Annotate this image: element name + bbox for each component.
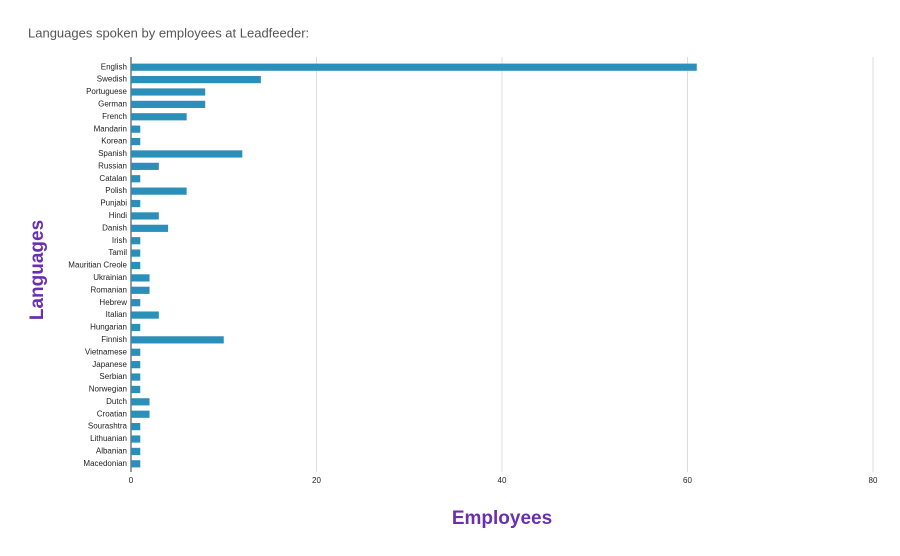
bar xyxy=(131,311,159,319)
y-tick-label: French xyxy=(102,112,127,121)
y-tick-label: Vietnamese xyxy=(85,347,128,356)
bar xyxy=(131,261,141,270)
bar xyxy=(131,100,206,108)
y-tick-label: Lithuanian xyxy=(90,434,127,443)
bar xyxy=(131,113,187,121)
y-tick-label: Tamil xyxy=(108,248,127,257)
y-tick-label: Danish xyxy=(102,223,127,232)
y-tick-label: Romanian xyxy=(91,285,127,294)
bar xyxy=(131,125,141,133)
bar xyxy=(131,150,243,158)
bar xyxy=(131,398,150,406)
y-tick-label: Croatian xyxy=(97,409,127,418)
bar xyxy=(131,249,141,257)
bar xyxy=(131,373,141,381)
y-tick-label: Norwegian xyxy=(89,385,127,394)
bar xyxy=(131,199,141,208)
bar xyxy=(131,162,159,170)
bar xyxy=(131,323,141,332)
bar xyxy=(131,447,141,456)
x-tick-label: 0 xyxy=(129,476,134,485)
x-tick-label: 80 xyxy=(869,476,878,485)
y-tick-label: Russian xyxy=(98,161,127,170)
bar xyxy=(131,63,697,71)
y-tick-label: Korean xyxy=(101,137,127,146)
x-tick-label: 20 xyxy=(312,476,321,485)
y-tick-label: Hebrew xyxy=(99,298,127,307)
y-tick-label: Swedish xyxy=(97,75,127,84)
bar xyxy=(131,75,261,84)
bar xyxy=(131,423,141,431)
bar xyxy=(131,435,141,443)
bar xyxy=(131,385,141,394)
y-tick-label: Irish xyxy=(112,236,127,245)
y-tick-label: Ukrainian xyxy=(93,273,127,282)
bar xyxy=(131,460,141,468)
y-tick-label: Punjabi xyxy=(100,199,127,208)
bar xyxy=(131,224,169,232)
y-tick-label: German xyxy=(98,99,127,108)
y-tick-label: Hungarian xyxy=(90,323,127,332)
chart-title: Languages spoken by employees at Leadfee… xyxy=(28,25,309,40)
y-tick-label: Hindi xyxy=(109,211,127,220)
y-tick-label: Spanish xyxy=(98,149,127,158)
bar xyxy=(131,274,150,282)
y-tick-label: Polish xyxy=(105,186,127,195)
bar xyxy=(131,286,150,294)
y-tick-label: Macedonian xyxy=(83,459,127,468)
bar xyxy=(131,237,141,245)
bar xyxy=(131,348,141,356)
x-tick-label: 60 xyxy=(683,476,692,485)
y-tick-label: Mandarin xyxy=(94,124,127,133)
y-tick-label: Mauritian Creole xyxy=(68,261,127,270)
y-tick-label: Italian xyxy=(106,310,127,319)
x-axis-label: Employees xyxy=(452,508,552,529)
y-tick-label: Serbian xyxy=(99,372,127,381)
y-tick-label: English xyxy=(101,62,127,71)
y-tick-label: Catalan xyxy=(99,174,127,183)
y-tick-label: Finnish xyxy=(101,335,127,344)
bar xyxy=(131,137,141,146)
y-axis-label: Languages xyxy=(27,220,48,320)
y-tick-label: Japanese xyxy=(92,360,127,369)
bar xyxy=(131,361,141,369)
y-tick-label: Dutch xyxy=(106,397,127,406)
bar xyxy=(131,212,159,220)
y-tick-label: Portuguese xyxy=(86,87,127,96)
bar xyxy=(131,410,150,418)
x-tick-label: 40 xyxy=(498,476,507,485)
bar xyxy=(131,299,141,307)
bar xyxy=(131,175,141,183)
bar xyxy=(131,336,224,344)
bar xyxy=(131,187,187,195)
y-tick-label: Sourashtra xyxy=(88,422,128,431)
y-tick-label: Albanian xyxy=(96,447,127,456)
bar xyxy=(131,88,206,96)
